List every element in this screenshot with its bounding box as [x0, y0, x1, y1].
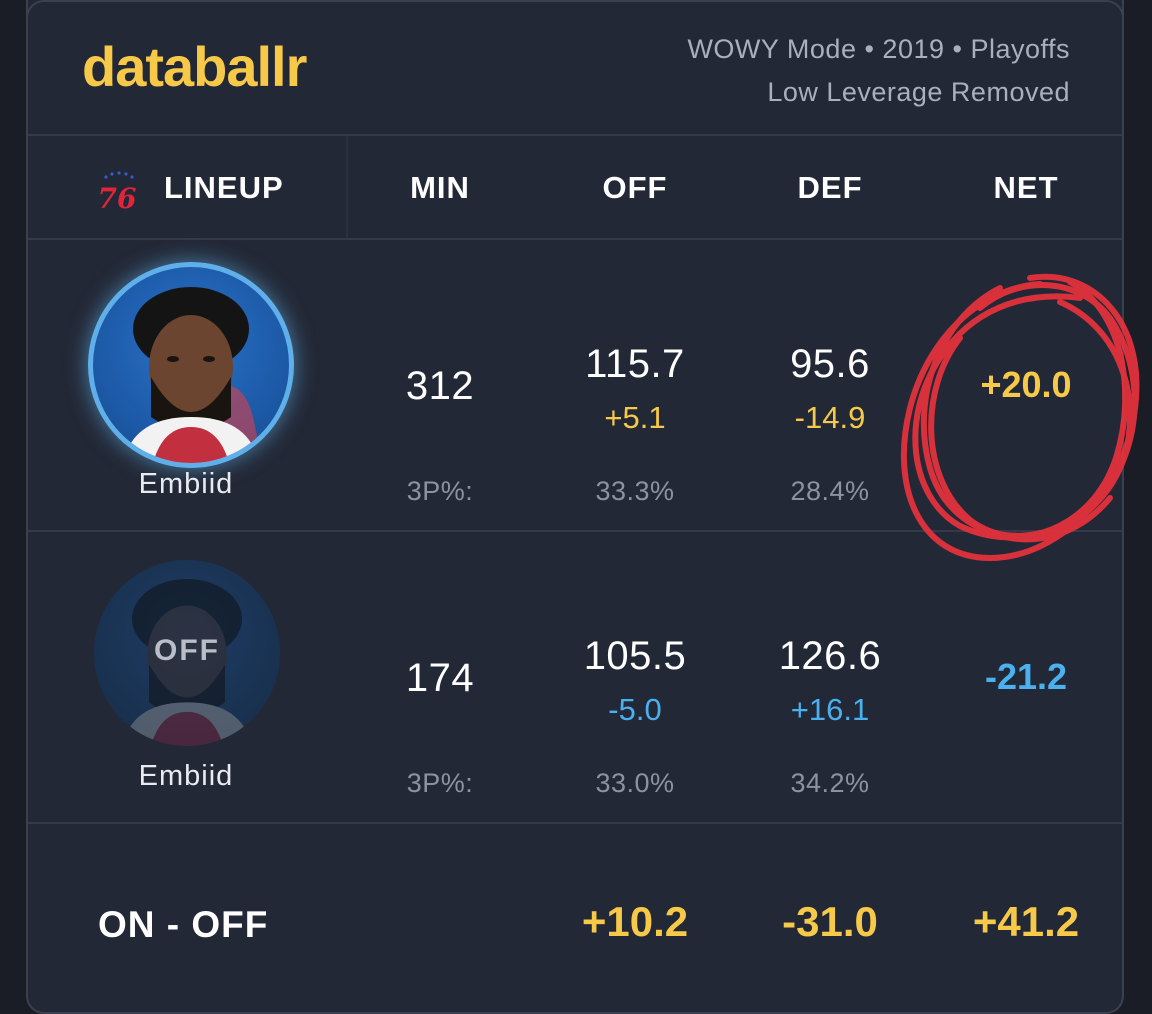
player-name: Embiid [138, 760, 234, 792]
three-pt-label: 3P%: [406, 476, 474, 506]
off-rating-value: 115.7 [585, 342, 685, 386]
three-pt-label: 3P%: [406, 768, 474, 798]
off-rating-value: 105.5 [583, 634, 687, 678]
filter-summary: WOWY Mode • 2019 • Playoffs Low Leverage… [687, 28, 1070, 114]
sixers-logo-text: 76 [98, 182, 137, 214]
lineup-row-off[interactable]: OFF Embiid 174 3P%: 105.5 -5.0 33.0% 126… [28, 532, 1122, 824]
off-three-pt-value: 33.0% [595, 768, 675, 798]
leverage-line: Low Leverage Removed [767, 77, 1070, 107]
minutes-value: 174 [405, 656, 475, 700]
lineup-column-header[interactable]: LINEUP [164, 170, 284, 205]
min-column-header[interactable]: MIN [410, 170, 470, 205]
net-rating-value: +20.0 [980, 364, 1072, 405]
player-name: Embiid [138, 468, 234, 500]
off-court-tag: OFF [154, 634, 220, 667]
mode-season-line: WOWY Mode • 2019 • Playoffs [687, 34, 1070, 64]
player-photo-icon [123, 287, 263, 463]
off-column-header[interactable]: OFF [602, 170, 668, 205]
def-three-pt-value: 34.2% [790, 768, 870, 798]
def-three-pt-value: 28.4% [790, 476, 870, 506]
off-three-pt-value: 33.3% [595, 476, 675, 506]
wowy-stats-card: databallr WOWY Mode • 2019 • Playoffs Lo… [26, 0, 1124, 1014]
minutes-value: 312 [405, 364, 475, 408]
on-off-def-value: -31.0 [782, 898, 878, 945]
column-header-row: 76 LINEUP MIN OFF DEF NET [28, 136, 1122, 240]
net-column-header[interactable]: NET [993, 170, 1059, 205]
player-avatar-on[interactable] [88, 262, 294, 468]
net-rating-value: -21.2 [984, 656, 1068, 697]
databallr-logo[interactable]: databallr [82, 35, 307, 98]
player-avatar-off[interactable]: OFF [94, 560, 280, 746]
off-rating-delta: +5.1 [604, 400, 666, 435]
def-column-header[interactable]: DEF [797, 170, 863, 205]
def-rating-value: 126.6 [778, 634, 882, 678]
lineup-header-cell: 76 LINEUP [28, 136, 348, 238]
on-off-net-value: +41.2 [972, 898, 1080, 945]
def-rating-delta: +16.1 [790, 692, 870, 727]
sixers-logo-icon: 76 [98, 171, 137, 214]
player-photo-dimmed-icon [122, 578, 252, 746]
on-off-off-value: +10.2 [581, 898, 689, 945]
on-off-label: ON - OFF [98, 904, 269, 945]
off-rating-delta: -5.0 [608, 692, 662, 727]
card-header: databallr WOWY Mode • 2019 • Playoffs Lo… [28, 0, 1122, 136]
lineup-row-on[interactable]: Embiid 312 3P%: 115.7 +5.1 33.3% 95.6 -1… [28, 240, 1122, 532]
def-rating-value: 95.6 [790, 342, 870, 386]
def-rating-delta: -14.9 [794, 400, 866, 435]
